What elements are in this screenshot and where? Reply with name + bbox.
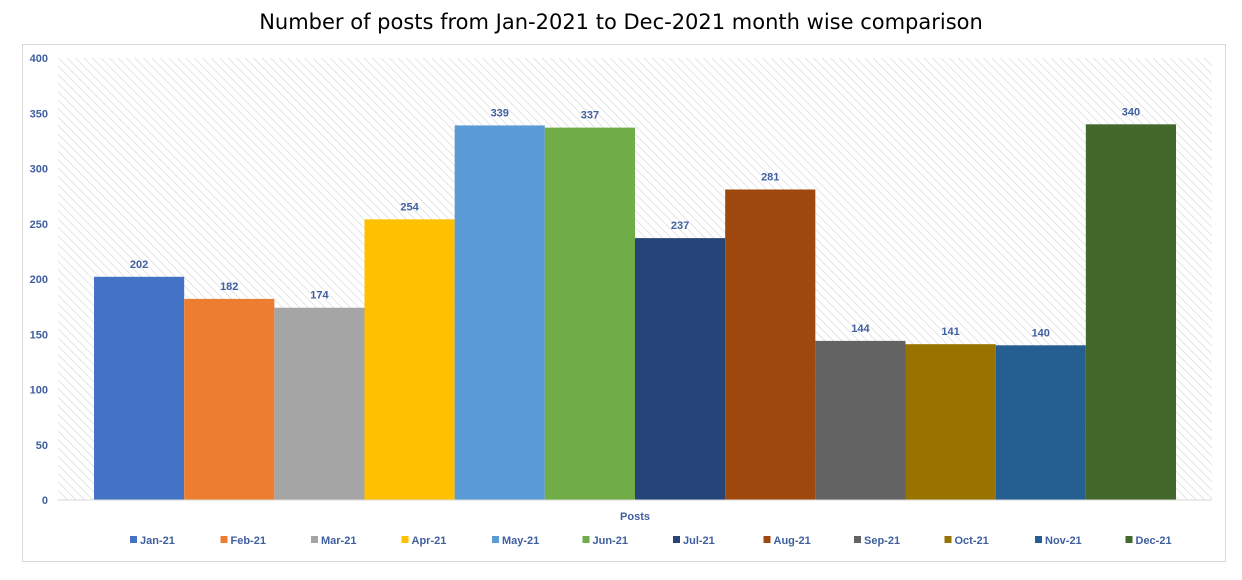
legend-label-aug-21: Aug-21 [774, 535, 811, 547]
data-label-dec-21: 340 [1122, 106, 1140, 118]
data-label-feb-21: 182 [220, 281, 238, 293]
legend-swatch-apr-21 [401, 536, 409, 543]
bar-oct-21 [905, 344, 996, 500]
legend: Jan-21 Feb-21 Mar-21 Apr-21 May-21 Jun-21 Jul-… [130, 535, 1172, 547]
legend-swatch-mar-21 [311, 536, 318, 543]
data-label-jul-21: 237 [671, 220, 689, 232]
legend-swatch-jun-21 [582, 536, 590, 543]
y-tick-label: 50 [36, 440, 48, 452]
data-label-sep-21: 144 [851, 323, 870, 335]
bar-jan-21 [94, 276, 185, 500]
y-axis: 0 50 100 150 200 250 300 350 400 [30, 53, 48, 507]
legend-label-apr-21: Apr-21 [412, 535, 447, 547]
legend-label-feb-21: Feb-21 [231, 535, 266, 547]
legend-swatch-dec-21 [1125, 536, 1133, 543]
legend-label-nov-21: Nov-21 [1045, 535, 1082, 547]
bar-apr-21 [364, 219, 455, 500]
y-tick-label: 0 [42, 495, 48, 507]
legend-label-oct-21: Oct-21 [955, 535, 989, 547]
legend-swatch-jul-21 [673, 536, 680, 543]
legend-swatch-feb-21 [220, 536, 228, 543]
y-tick-label: 100 [30, 385, 48, 397]
legend-label-mar-21: Mar-21 [321, 535, 356, 547]
legend-label-dec-21: Dec-21 [1136, 535, 1172, 547]
data-labels: 202 182 174 254 339 337 237 281 144 141 140 340 [130, 106, 1140, 339]
bar-aug-21 [725, 189, 816, 500]
data-label-apr-21: 254 [400, 201, 419, 213]
bar-may-21 [454, 125, 545, 500]
data-label-aug-21: 281 [761, 171, 779, 183]
y-tick-label: 400 [30, 53, 48, 65]
bar-feb-21 [184, 298, 275, 500]
y-tick-label: 200 [30, 274, 48, 286]
legend-swatch-oct-21 [944, 536, 952, 543]
bar-series [94, 124, 1176, 501]
x-axis-category-label: Posts [620, 511, 650, 523]
legend-label-may-21: May-21 [502, 535, 539, 547]
chart-title: Number of posts from Jan-2021 to Dec-202… [259, 10, 983, 34]
legend-label-sep-21: Sep-21 [864, 535, 900, 547]
data-label-jan-21: 202 [130, 259, 148, 271]
data-label-nov-21: 140 [1032, 327, 1050, 339]
y-tick-label: 250 [30, 219, 48, 231]
legend-swatch-jan-21 [130, 536, 137, 543]
legend-label-jan-21: Jan-21 [140, 535, 175, 547]
legend-swatch-nov-21 [1035, 536, 1042, 543]
bar-dec-21 [1085, 124, 1176, 501]
bar-mar-21 [274, 307, 365, 500]
data-label-oct-21: 141 [941, 326, 959, 338]
legend-label-jul-21: Jul-21 [683, 535, 715, 547]
legend-swatch-aug-21 [763, 536, 771, 543]
y-tick-label: 300 [30, 164, 48, 176]
bar-jul-21 [635, 238, 726, 501]
bar-jun-21 [544, 127, 635, 501]
y-tick-label: 150 [30, 329, 48, 341]
data-label-mar-21: 174 [310, 290, 329, 302]
legend-swatch-may-21 [492, 536, 499, 543]
bar-nov-21 [995, 345, 1086, 500]
data-label-jun-21: 337 [581, 110, 599, 122]
data-label-may-21: 339 [491, 107, 509, 119]
y-tick-label: 350 [30, 108, 48, 120]
chart-frame [22, 44, 1226, 562]
legend-swatch-sep-21 [854, 536, 861, 543]
legend-label-jun-21: Jun-21 [593, 535, 628, 547]
bar-sep-21 [815, 340, 906, 500]
